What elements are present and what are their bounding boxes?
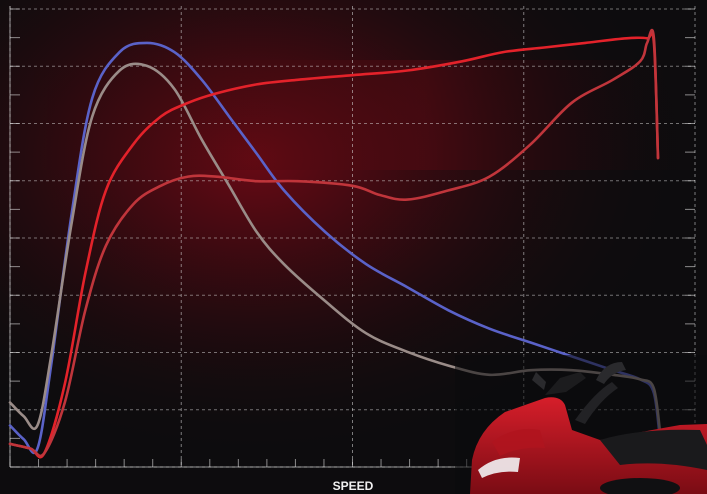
chart-background-band [0, 60, 707, 170]
scooter-image [455, 355, 707, 494]
series-line-3 [8, 31, 660, 459]
x-axis-label: SPEED [333, 479, 374, 493]
series-line-4 [8, 28, 660, 458]
